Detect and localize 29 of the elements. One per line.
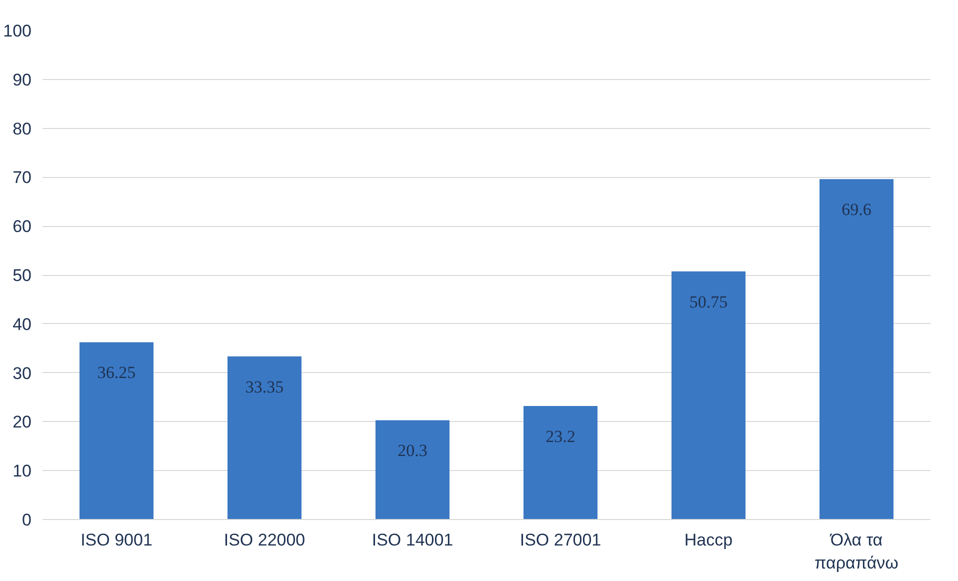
y-tick-label: 0 <box>22 510 32 530</box>
data-label: 33.35 <box>245 377 284 396</box>
y-tick-label: 50 <box>12 266 32 285</box>
y-tick-label: 40 <box>12 314 32 334</box>
data-label: 69.6 <box>842 200 872 220</box>
bar <box>228 356 302 520</box>
bar <box>524 406 598 520</box>
y-tick-label: 60 <box>12 217 32 236</box>
data-label: 20.3 <box>398 441 428 460</box>
data-label: 36.25 <box>97 363 136 382</box>
bar <box>672 271 746 520</box>
y-tick-label: 10 <box>12 462 32 481</box>
y-tick-label: 90 <box>12 70 32 90</box>
data-label: 23.2 <box>546 427 576 446</box>
bar <box>376 420 450 520</box>
x-tick-label: ISO 9001 <box>80 530 152 550</box>
y-tick-label: 20 <box>12 412 32 432</box>
x-tick-label: ISO 14001 <box>372 530 454 550</box>
y-tick-label: 80 <box>12 119 32 138</box>
y-tick-label: 70 <box>12 168 32 188</box>
x-tick-label: ISO 22000 <box>224 530 306 550</box>
y-tick-label: 100 <box>3 22 32 40</box>
x-tick-label: Haccp <box>684 530 733 550</box>
x-tick-label: Όλα τα παραπάνω <box>814 530 898 572</box>
bar <box>820 179 894 520</box>
y-tick-label: 30 <box>12 364 32 383</box>
x-tick-label: ISO 27001 <box>520 530 602 550</box>
data-label: 50.75 <box>689 292 728 312</box>
bar <box>80 342 154 520</box>
